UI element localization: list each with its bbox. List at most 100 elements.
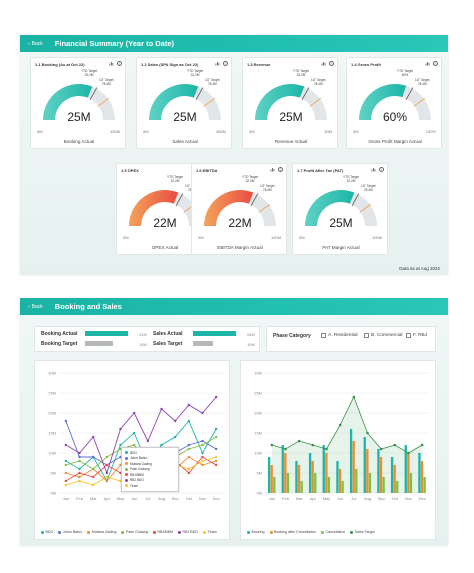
checkbox[interactable] <box>364 333 369 338</box>
data-point <box>187 471 191 475</box>
legend-item[interactable]: Cancellation <box>320 530 345 534</box>
bar-booking <box>349 429 353 493</box>
data-point <box>284 447 287 451</box>
ytd-target-annotation: YTD Target 32.2M <box>242 175 258 183</box>
chart-icon[interactable] <box>270 167 275 172</box>
gauge-max: 100M <box>270 235 281 240</box>
data-point <box>119 427 122 431</box>
data-point <box>187 447 191 451</box>
chart-icon[interactable] <box>425 61 430 66</box>
bar-cancellation <box>286 473 290 493</box>
bar-booking-after-cancellation <box>379 457 383 493</box>
fy-target-value: 78.4M <box>417 81 427 86</box>
tooltip-row: BDO <box>125 450 175 456</box>
data-point <box>187 467 191 471</box>
phase-option-rbj[interactable]: F. RBJ <box>406 333 427 338</box>
fy-target-marker <box>359 203 372 213</box>
line-chart-card: 0M 5M 10M 15M 20M 25M 30M Jan Feb Mar Apr May Jun Jul… <box>34 360 230 540</box>
legend-swatch <box>350 530 354 534</box>
tooltip-swatch <box>125 462 128 466</box>
tooltip-swatch <box>125 456 128 460</box>
y-tick-label: 10M <box>254 450 262 455</box>
phase-option-commercial[interactable]: B. Commercial <box>364 333 402 338</box>
gauge-min: 0M <box>143 129 149 134</box>
legend-item[interactable]: BDO <box>41 530 53 534</box>
fy-target-marker <box>97 97 110 107</box>
kpi-card-gross-profit: 1.4 Gross Profit i YTD Target 80% 1G' Ta… <box>346 57 442 149</box>
ytd-target-marker <box>175 193 184 207</box>
booking-target-label: Booking Target <box>41 341 78 347</box>
bar-booking <box>363 437 366 493</box>
ytd-target-label: YTD Target <box>397 69 414 73</box>
legend-item[interactable]: Booking <box>247 530 265 534</box>
back-button[interactable]: ‹ Back <box>28 41 43 47</box>
gauge-fill <box>359 84 407 120</box>
bar-cancellation <box>314 473 317 493</box>
data-point <box>201 463 204 467</box>
info-icon[interactable]: i <box>223 61 228 66</box>
ytd-target-value: 32.2M <box>245 178 255 183</box>
info-icon[interactable]: i <box>379 167 384 172</box>
fy-target-marker <box>309 97 322 107</box>
data-point <box>146 439 150 443</box>
x-tick-label: Dec <box>419 496 426 501</box>
phase-option-residential[interactable]: A. Residential <box>321 333 358 338</box>
series-line-rbj-bdo <box>65 396 217 475</box>
data-point <box>187 455 191 459</box>
gauge-fill <box>43 83 93 120</box>
bar-chart-card: 0M 5M 10M 15M 20M 25M 30M Jan Feb Mar Apr May Jun Jul… <box>240 360 436 540</box>
data-point <box>78 479 81 483</box>
chart-icon[interactable] <box>371 167 376 172</box>
legend-item[interactable]: Pasir Gudang <box>121 530 148 534</box>
gauge-min: 0M <box>123 235 129 240</box>
data-point <box>78 455 81 459</box>
data-point <box>297 439 301 443</box>
sales-target-label: Sales Target <box>153 341 183 347</box>
y-tick-label: 0M <box>256 490 262 495</box>
legend-item[interactable]: RBJ BDO <box>178 530 198 534</box>
data-point <box>420 443 424 447</box>
x-tick-label: Apr <box>310 496 317 501</box>
data-point <box>91 435 95 439</box>
legend-item[interactable]: Johor Bahru <box>58 530 82 534</box>
data-point <box>105 475 109 479</box>
legend-label: BDO <box>45 530 54 534</box>
card-icons: i <box>371 167 384 172</box>
chart-icon[interactable] <box>321 61 326 66</box>
card-icons: i <box>425 61 438 66</box>
legend-swatch <box>121 530 125 534</box>
legend-item[interactable]: Tiram <box>203 530 217 534</box>
legend-item[interactable]: Booking after Cancellation <box>269 530 316 534</box>
x-tick-label: Jan <box>269 496 275 501</box>
info-icon[interactable]: i <box>433 61 438 66</box>
checkbox[interactable] <box>321 333 326 338</box>
sales-actual-bar <box>193 331 236 336</box>
data-point <box>379 447 383 451</box>
fy-target-annotation: 1G' Target 78.4M <box>99 78 114 86</box>
legend-item[interactable]: Mutiara Gading <box>87 530 116 534</box>
ytd-target-value: 32.2M <box>190 72 200 77</box>
bar-chart: 0M 5M 10M 15M 20M 25M 30M Jan Feb Mar Apr May Jun Jul… <box>254 370 429 501</box>
data-point <box>64 443 68 447</box>
x-tick-label: Jul <box>145 496 150 501</box>
x-tick-label: Feb <box>282 496 290 501</box>
ytd-target-marker <box>195 87 204 101</box>
back-button[interactable]: ‹ Back <box>28 304 43 310</box>
data-point <box>91 483 95 487</box>
checkbox[interactable] <box>406 333 411 338</box>
card-title: 1.7 Profit After Tax (PAT) <box>297 168 344 173</box>
gauge-min: 0M <box>353 129 359 134</box>
tooltip-swatch <box>125 467 128 471</box>
legend-item[interactable]: Sales Target <box>350 530 375 534</box>
chart-icon[interactable] <box>215 61 220 66</box>
line-chart-legend: BDO Johor Bahru Mutiara Gading Pasir Gudang… <box>41 530 217 534</box>
bar-booking <box>322 445 325 493</box>
chart-icon[interactable] <box>109 61 114 66</box>
info-icon[interactable]: i <box>329 61 334 66</box>
bar-booking-after-cancellation <box>325 453 328 493</box>
legend-item[interactable]: RBJ/BBM <box>152 530 173 534</box>
data-point <box>173 435 177 439</box>
x-tick-label: Sep <box>378 496 386 501</box>
info-icon[interactable]: i <box>117 61 122 66</box>
info-icon[interactable]: i <box>278 167 283 172</box>
